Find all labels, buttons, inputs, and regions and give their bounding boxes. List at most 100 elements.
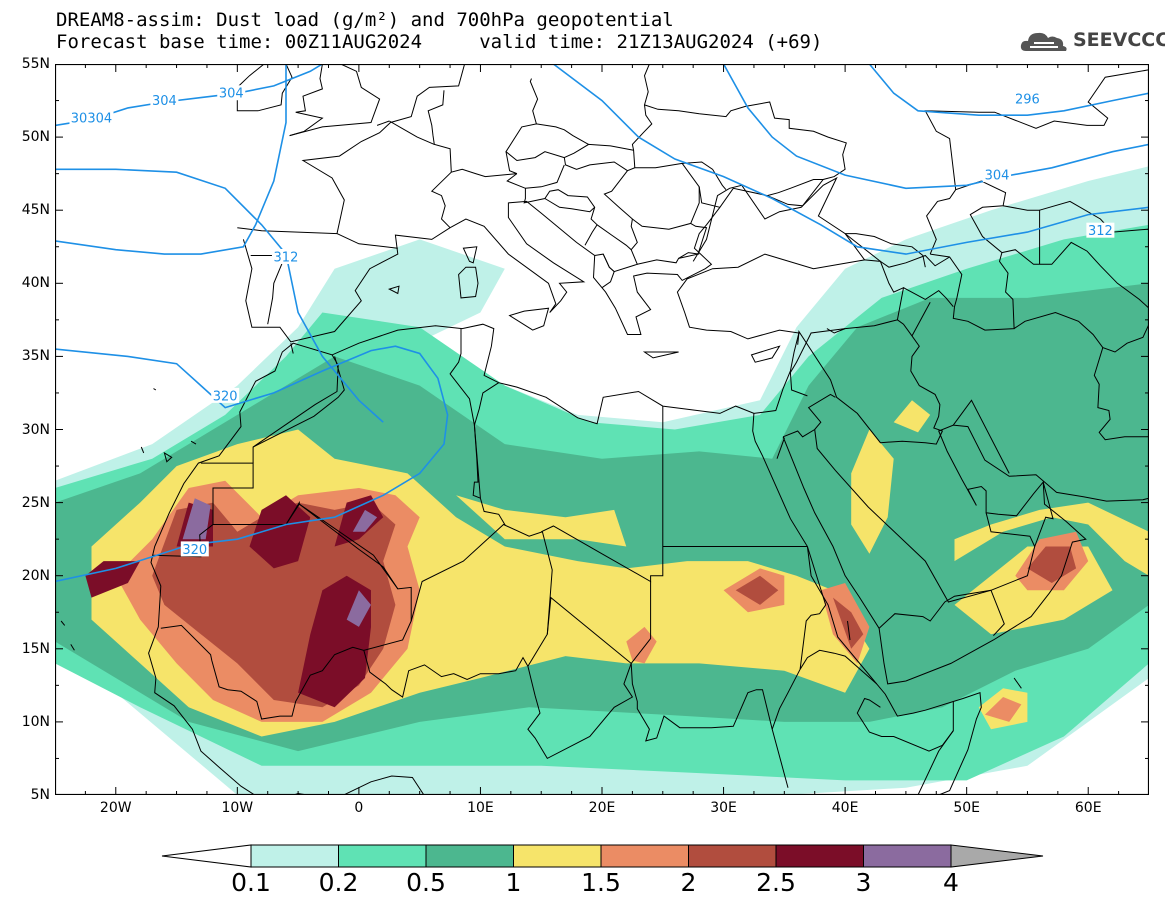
border-line-40 — [1001, 241, 1149, 309]
lat-label-50N: 50N — [21, 129, 50, 146]
dust-load-map: 30304 304 304 312 320 320 296 304 312 — [55, 64, 1149, 795]
contour-label-7: 296 — [1015, 93, 1040, 108]
island-5 — [750, 345, 781, 363]
colorbar-label-2: 0.2 — [318, 868, 359, 897]
border-line-6 — [752, 413, 982, 795]
colorbar-label-6: 2 — [680, 868, 697, 897]
lat-label-5N: 5N — [30, 787, 50, 803]
map-subtitle: Forecast base time: 00Z11AUG2024 valid t… — [56, 31, 823, 53]
geopotential-line-5 — [722, 64, 1149, 190]
border-line-18 — [472, 425, 481, 499]
border-line-33 — [878, 589, 992, 629]
lon-label-30E: 30E — [710, 800, 737, 816]
coastlines-and-borders — [60, 64, 1149, 795]
lon-label-0: 0 — [354, 800, 364, 816]
border-line-37 — [844, 233, 950, 268]
border-line-2 — [237, 64, 466, 235]
border-line-44 — [643, 64, 847, 208]
lat-label-25N: 25N — [21, 494, 50, 511]
dust-area-27 — [346, 590, 371, 627]
border-line-8 — [692, 184, 802, 262]
island-2 — [458, 266, 479, 299]
colorbar-label-9: 4 — [943, 868, 959, 897]
contour-label-box-5 — [211, 387, 240, 403]
colorbar-over-arrow — [950, 844, 1044, 868]
border-line-55 — [506, 164, 565, 189]
colorbar-label-3: 0.5 — [406, 868, 446, 897]
contour-label-8: 304 — [985, 169, 1010, 184]
contour-label-box-9 — [1086, 222, 1115, 238]
border-line-66 — [290, 343, 294, 354]
geopotential-line-2 — [55, 168, 384, 423]
colorbar — [160, 840, 1045, 872]
island-1 — [462, 246, 478, 264]
colorbar-label-8: 3 — [855, 868, 872, 897]
border-line-46 — [681, 161, 727, 208]
border-line-61 — [601, 253, 615, 289]
border-line-65 — [252, 354, 339, 448]
border-line-71 — [952, 399, 1010, 474]
colorbar-swatch-7 — [775, 844, 864, 868]
border-line-59 — [630, 218, 638, 251]
border-line-15 — [363, 523, 553, 698]
border-line-57 — [544, 198, 596, 213]
lat-label-30N: 30N — [21, 421, 50, 438]
border-line-20 — [540, 406, 664, 583]
seevccc-logo: SEEVCCC — [1018, 27, 1165, 57]
contour-label-box-1 — [69, 110, 114, 126]
contour-label-2: 304 — [152, 94, 177, 109]
cloud-icon — [1020, 32, 1067, 51]
colorbar-swatch-4 — [513, 844, 602, 868]
geopotential-labels: 30304 304 304 312 320 320 296 304 312 — [69, 85, 1115, 558]
colorbar-label-7: 2.5 — [756, 868, 796, 897]
contour-label-box-6 — [180, 541, 209, 557]
geopotential-line-3 — [55, 64, 287, 255]
contour-label-box-3 — [217, 85, 246, 101]
geopotential-line-4 — [55, 345, 449, 583]
contour-label-1: 30304 — [71, 112, 112, 127]
colorbar-label-1: 0.1 — [231, 868, 271, 897]
island-13 — [1013, 677, 1022, 689]
border-line-50 — [505, 123, 589, 162]
border-line-53 — [427, 90, 452, 173]
border-line-12 — [252, 356, 345, 464]
border-line-5 — [236, 64, 293, 112]
contour-label-5: 320 — [213, 389, 238, 404]
lon-label-40E: 40E — [831, 800, 859, 816]
lat-label-40N: 40N — [21, 275, 50, 292]
geopotential-contours — [55, 64, 1149, 583]
border-line-64 — [250, 255, 285, 325]
border-line-31 — [782, 393, 836, 438]
border-line-3 — [289, 64, 381, 137]
border-line-60 — [637, 252, 700, 265]
border-line-52 — [430, 151, 518, 229]
lat-label-20N: 20N — [21, 567, 50, 584]
border-line-41 — [1003, 205, 1041, 265]
colorbar-swatch-5 — [600, 844, 689, 868]
border-line-17 — [473, 425, 506, 525]
island-10 — [153, 388, 157, 391]
border-line-54 — [389, 120, 435, 145]
dust-area-6 — [851, 429, 894, 554]
border-line-30 — [789, 372, 808, 397]
border-line-32 — [814, 429, 1036, 603]
border-line-9 — [926, 180, 1015, 331]
border-line-68 — [678, 222, 708, 259]
colorbar-swatch-6 — [688, 844, 777, 868]
border-line-62 — [376, 120, 390, 126]
border-line-63 — [336, 233, 398, 249]
contour-label-6: 320 — [182, 543, 207, 558]
dust-area-16 — [984, 697, 1022, 722]
contour-label-3: 304 — [219, 87, 244, 102]
island-14 — [847, 620, 851, 641]
island-3 — [508, 307, 550, 331]
border-line-34 — [990, 590, 1005, 636]
lat-label-10N: 10N — [21, 713, 50, 730]
lat-label-55N: 55N — [21, 56, 50, 72]
geopotential-line-6 — [552, 64, 1149, 255]
dust-area-22 — [249, 495, 311, 569]
lon-label-20E: 20E — [588, 800, 616, 816]
lat-label-35N: 35N — [21, 348, 50, 365]
border-line-1 — [148, 176, 866, 795]
border-line-23 — [527, 596, 634, 760]
